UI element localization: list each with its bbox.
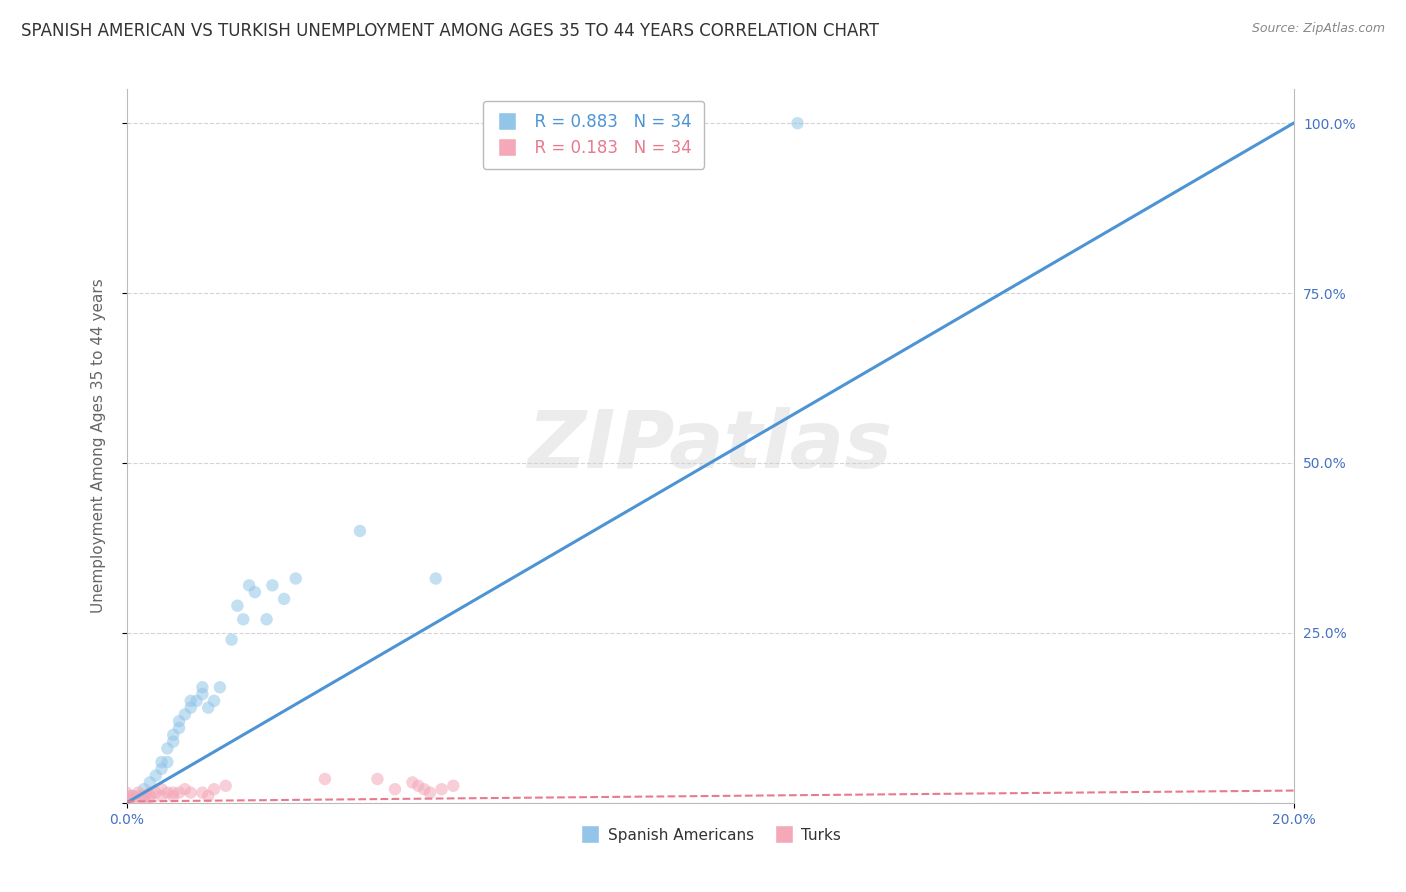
Point [419, 786, 441, 800]
Point [150, 755, 173, 769]
Point [156, 786, 179, 800]
Point [191, 680, 214, 694]
Point [121, 789, 143, 803]
Point [162, 789, 184, 803]
Point [413, 782, 436, 797]
Point [162, 728, 184, 742]
Point [243, 585, 266, 599]
Point [127, 786, 149, 800]
Point [115, 786, 138, 800]
Point [202, 694, 225, 708]
Point [215, 779, 238, 793]
Point [273, 591, 295, 606]
Point [191, 687, 214, 701]
Point [139, 790, 162, 805]
Y-axis label: Unemployment Among Ages 35 to 44 years: Unemployment Among Ages 35 to 44 years [91, 278, 105, 614]
Point [197, 789, 219, 803]
Point [167, 786, 190, 800]
Point [262, 578, 284, 592]
Point [132, 789, 155, 803]
Point [226, 599, 249, 613]
Point [132, 782, 155, 797]
Point [256, 612, 278, 626]
Point [132, 792, 155, 806]
Point [180, 694, 202, 708]
Point [314, 772, 336, 786]
Point [180, 786, 202, 800]
Point [197, 700, 219, 714]
Point [232, 612, 254, 626]
Point [132, 789, 155, 803]
Point [441, 779, 464, 793]
Point [145, 769, 167, 783]
Point [202, 782, 225, 797]
Point [221, 632, 243, 647]
Point [115, 792, 138, 806]
Point [167, 714, 190, 729]
Text: Source: ZipAtlas.com: Source: ZipAtlas.com [1251, 22, 1385, 36]
Point [174, 782, 197, 797]
Point [150, 789, 173, 803]
Point [139, 775, 162, 789]
Point [208, 680, 231, 694]
Point [384, 782, 406, 797]
Point [121, 789, 143, 803]
Point [162, 786, 184, 800]
Point [127, 789, 149, 803]
Point [186, 694, 208, 708]
Point [366, 772, 388, 786]
Point [180, 700, 202, 714]
Point [238, 578, 260, 592]
Point [408, 779, 430, 793]
Point [139, 789, 162, 803]
Text: ZIPatlas: ZIPatlas [527, 407, 893, 485]
Point [425, 572, 447, 586]
Point [430, 782, 453, 797]
Point [156, 741, 179, 756]
Text: SPANISH AMERICAN VS TURKISH UNEMPLOYMENT AMONG AGES 35 TO 44 YEARS CORRELATION C: SPANISH AMERICAN VS TURKISH UNEMPLOYMENT… [21, 22, 879, 40]
Point [167, 721, 190, 735]
Point [174, 707, 197, 722]
Point [191, 786, 214, 800]
Point [284, 572, 307, 586]
Point [150, 782, 173, 797]
Point [150, 762, 173, 776]
Point [401, 775, 423, 789]
Point [115, 789, 138, 803]
Point [162, 734, 184, 748]
Point [121, 792, 143, 806]
Point [349, 524, 371, 538]
Point [139, 786, 162, 800]
Legend: Spanish Americans, Turks: Spanish Americans, Turks [572, 822, 848, 848]
Point [145, 786, 167, 800]
Point [156, 755, 179, 769]
Point [786, 116, 808, 130]
